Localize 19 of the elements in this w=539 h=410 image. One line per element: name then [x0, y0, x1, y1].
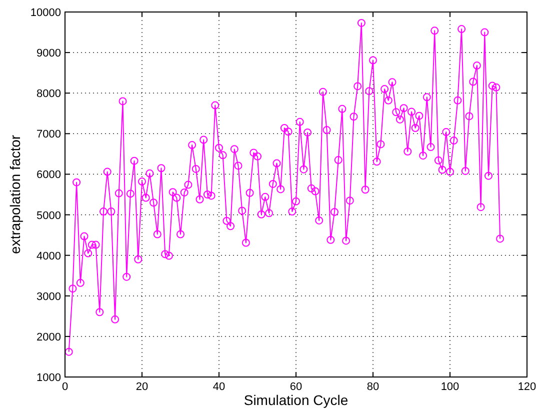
x-tick-label: 120 — [518, 381, 536, 393]
x-tick-label: 60 — [290, 381, 302, 393]
y-axis-title: extrapolation factor — [7, 134, 23, 254]
x-tick-label: 40 — [212, 381, 226, 393]
y-tick-label: 10000 — [30, 7, 61, 19]
x-axis-title: Simulation Cycle — [244, 392, 348, 408]
y-tick-label: 2000 — [36, 331, 61, 344]
x-tick-label: 80 — [366, 381, 380, 393]
y-tick-label: 1000 — [36, 372, 61, 384]
y-tick-label: 6000 — [36, 169, 61, 182]
x-tick-label: 20 — [136, 381, 148, 393]
y-tick-label: 3000 — [36, 290, 61, 303]
x-tick-label: 100 — [440, 381, 460, 393]
y-tick-label: 7000 — [36, 128, 61, 141]
y-tick-label: 9000 — [36, 48, 61, 60]
y-tick-label: 5000 — [36, 210, 61, 222]
x-tick-label: 0 — [62, 381, 68, 393]
y-tick-label: 8000 — [36, 88, 61, 100]
y-tick-label: 4000 — [36, 250, 61, 262]
